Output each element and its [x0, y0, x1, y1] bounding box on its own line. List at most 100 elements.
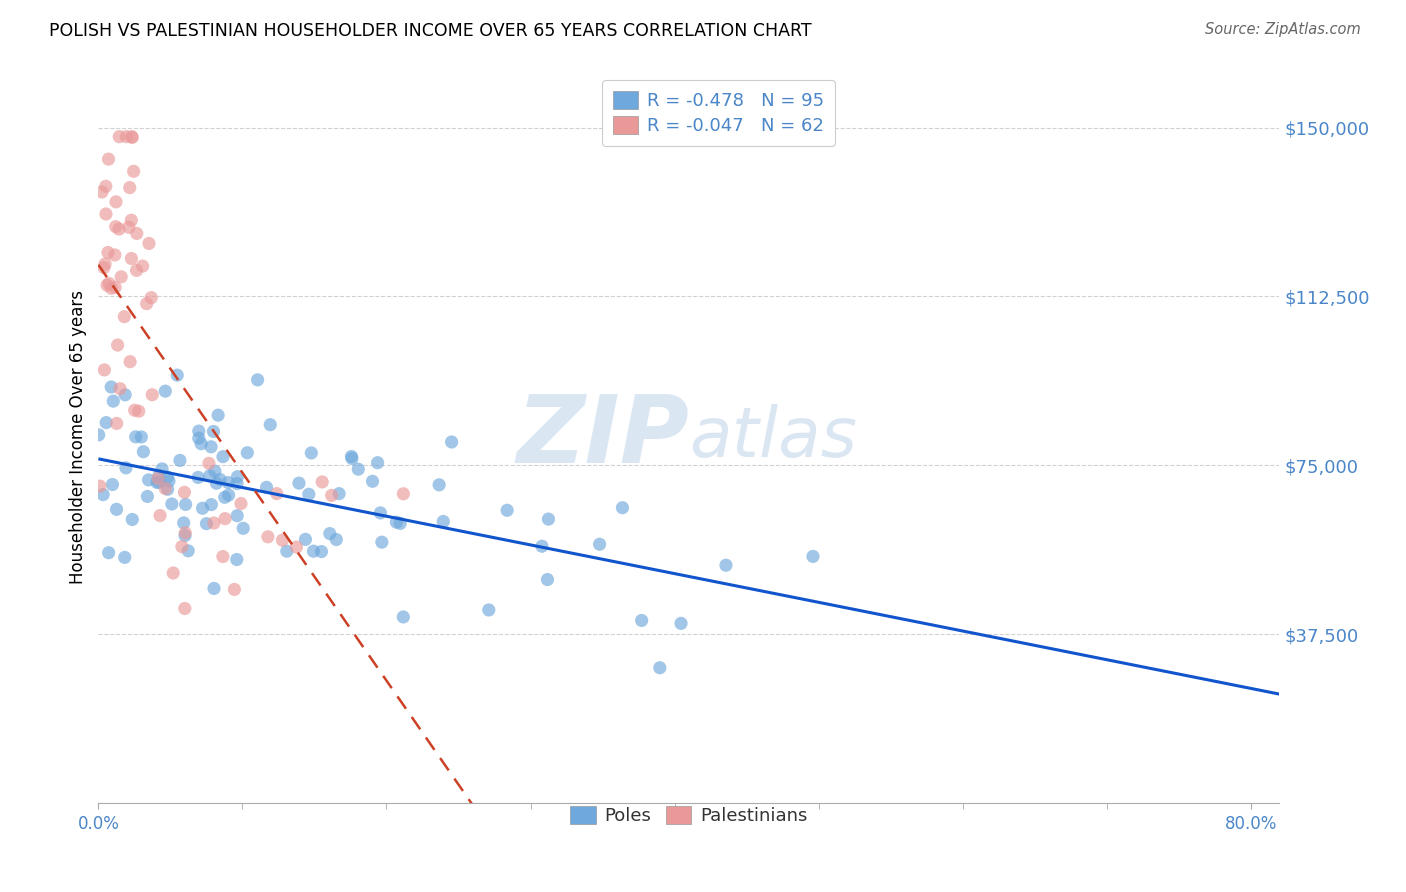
Point — [198, 456, 221, 470]
Point — [389, 516, 412, 531]
Point — [104, 219, 127, 234]
Point — [146, 471, 169, 485]
Point — [288, 476, 311, 491]
Point — [174, 497, 197, 511]
Point — [108, 222, 131, 236]
Point — [101, 477, 124, 491]
Point — [103, 394, 125, 409]
Point — [311, 475, 333, 489]
Point — [298, 487, 321, 501]
Point — [96, 416, 118, 430]
Point — [173, 485, 195, 500]
Point — [392, 487, 415, 501]
Point — [370, 506, 392, 520]
Point — [156, 483, 179, 497]
Point — [257, 530, 280, 544]
Text: ZIP: ZIP — [516, 391, 689, 483]
Point — [669, 616, 692, 631]
Point — [285, 540, 308, 554]
Point — [392, 610, 415, 624]
Point — [104, 248, 127, 262]
Point — [214, 491, 236, 505]
Point — [156, 470, 179, 484]
Point — [141, 388, 163, 402]
Point — [218, 488, 240, 502]
Point — [155, 482, 177, 496]
Point — [131, 430, 153, 444]
Point — [135, 296, 157, 310]
Point — [148, 468, 170, 483]
Point — [427, 478, 450, 492]
Point — [91, 185, 114, 199]
Point — [271, 533, 294, 548]
Point — [191, 501, 214, 516]
Point — [146, 475, 169, 490]
Point — [173, 601, 195, 615]
Point — [97, 152, 120, 166]
Point — [440, 434, 463, 449]
Point — [112, 310, 135, 324]
Point — [149, 508, 172, 523]
Point — [174, 525, 197, 540]
Point — [212, 450, 235, 464]
Point — [94, 207, 117, 221]
Point — [157, 474, 180, 488]
Point — [276, 544, 298, 558]
Point — [169, 453, 191, 467]
Point — [266, 486, 288, 500]
Point — [110, 269, 132, 284]
Point — [259, 417, 281, 432]
Point — [177, 544, 200, 558]
Point — [150, 462, 173, 476]
Point — [202, 425, 225, 439]
Point — [94, 179, 117, 194]
Point — [536, 573, 558, 587]
Point — [121, 512, 143, 526]
Text: POLISH VS PALESTINIAN HOUSEHOLDER INCOME OVER 65 YEARS CORRELATION CHART: POLISH VS PALESTINIAN HOUSEHOLDER INCOME… — [49, 22, 811, 40]
Point — [89, 479, 111, 493]
Point — [125, 430, 148, 444]
Point — [202, 582, 225, 596]
Point — [319, 526, 342, 541]
Point — [537, 512, 560, 526]
Point — [256, 480, 278, 494]
Point — [114, 550, 136, 565]
Point — [246, 373, 269, 387]
Point — [232, 521, 254, 535]
Point — [138, 236, 160, 251]
Point — [138, 473, 160, 487]
Point — [115, 129, 138, 144]
Point — [496, 503, 519, 517]
Point — [200, 440, 222, 454]
Point — [174, 528, 197, 542]
Point — [100, 380, 122, 394]
Point — [132, 444, 155, 458]
Point — [195, 516, 218, 531]
Point — [328, 486, 350, 500]
Point — [97, 245, 120, 260]
Point — [714, 558, 737, 573]
Point — [198, 468, 221, 483]
Point — [224, 582, 246, 597]
Point — [136, 490, 159, 504]
Point — [311, 544, 333, 558]
Point — [236, 446, 259, 460]
Point — [302, 544, 325, 558]
Point — [107, 338, 129, 352]
Point — [120, 252, 142, 266]
Point — [321, 488, 343, 502]
Point — [118, 220, 141, 235]
Point — [115, 461, 138, 475]
Point — [155, 384, 177, 398]
Point — [108, 129, 131, 144]
Point — [347, 462, 370, 476]
Point — [478, 603, 501, 617]
Point — [187, 431, 209, 445]
Point — [225, 552, 247, 566]
Point — [120, 354, 142, 368]
Point — [104, 280, 127, 294]
Point — [432, 515, 454, 529]
Point — [170, 540, 193, 554]
Point — [97, 546, 120, 560]
Point — [124, 403, 146, 417]
